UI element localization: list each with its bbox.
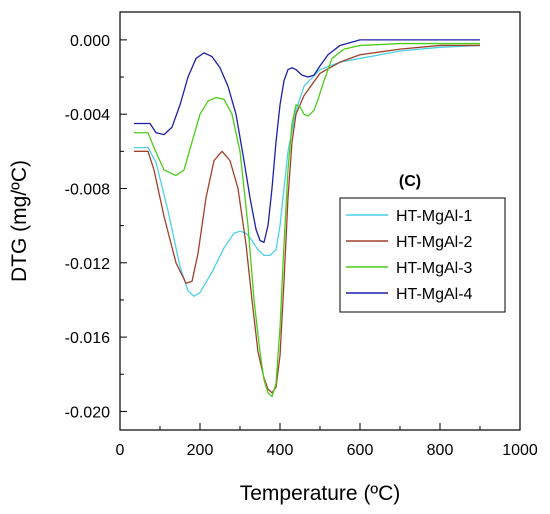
y-tick-labels: -0.020 -0.016 -0.012 -0.008 -0.004 0.000 bbox=[65, 33, 110, 422]
y-tick-label: -0.020 bbox=[65, 404, 110, 421]
x-tick-label: 0 bbox=[116, 442, 125, 459]
x-tick-label: 1000 bbox=[502, 442, 538, 459]
series-line-3 bbox=[134, 42, 480, 398]
y-tick-label: -0.004 bbox=[65, 107, 110, 124]
series-line-2 bbox=[134, 44, 480, 394]
y-tick-label: 0.000 bbox=[70, 33, 110, 50]
y-tick-label: -0.012 bbox=[65, 256, 110, 273]
x-tick-label: 200 bbox=[187, 442, 214, 459]
legend-label-3: HT-MgAl-3 bbox=[396, 260, 473, 277]
legend-label-1: HT-MgAl-1 bbox=[396, 208, 473, 225]
y-tick-label: -0.008 bbox=[65, 181, 110, 198]
axis-ticks bbox=[119, 39, 521, 430]
x-tick-labels: 0 200 400 600 800 1000 bbox=[116, 442, 538, 459]
series-line-4 bbox=[134, 39, 480, 244]
x-tick-label: 400 bbox=[267, 442, 294, 459]
y-tick-label: -0.016 bbox=[65, 330, 110, 347]
legend-label-2: HT-MgAl-2 bbox=[396, 234, 473, 251]
legend: HT-MgAl-1 HT-MgAl-2 HT-MgAl-3 HT-MgAl-4 bbox=[339, 197, 506, 313]
x-tick-label: 800 bbox=[427, 442, 454, 459]
x-axis-title: Temperature (ºC) bbox=[240, 482, 401, 505]
series-layer bbox=[134, 39, 481, 398]
x-tick-label: 600 bbox=[347, 442, 374, 459]
legend-label-4: HT-MgAl-4 bbox=[396, 286, 473, 303]
y-axis-title: DTG (mg/ºC) bbox=[8, 160, 31, 282]
panel-label: (C) bbox=[399, 173, 421, 190]
